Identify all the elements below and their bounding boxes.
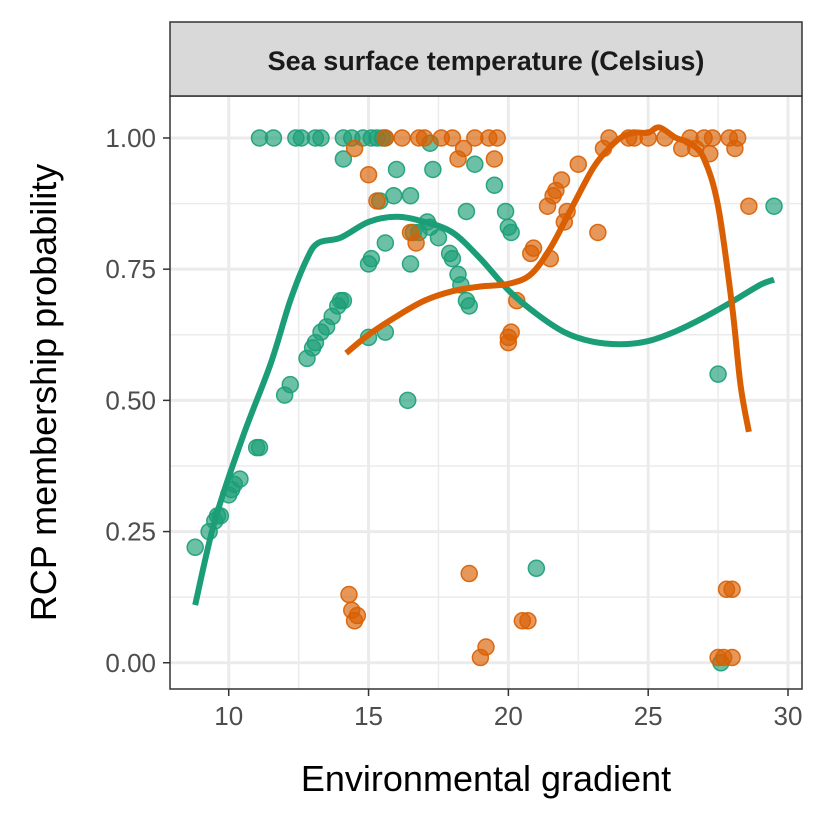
y-tick-label: 0.00: [105, 648, 156, 678]
data-point: [477, 638, 495, 656]
x-tick-label: 20: [494, 701, 523, 731]
data-point: [362, 249, 381, 268]
data-point: [723, 648, 741, 667]
data-point: [527, 559, 546, 578]
data-point: [569, 155, 588, 173]
data-point: [589, 223, 607, 242]
data-point: [398, 391, 417, 410]
data-point: [407, 234, 425, 252]
data-point: [457, 202, 476, 221]
data-point: [368, 192, 386, 210]
data-point: [264, 129, 283, 147]
data-point: [384, 186, 403, 205]
data-point: [401, 255, 420, 273]
series-1-points: [186, 129, 783, 672]
data-point: [348, 606, 367, 625]
data-point: [485, 176, 504, 194]
facet-strip: [169, 21, 803, 97]
data-point: [376, 129, 395, 147]
data-point: [740, 197, 758, 215]
data-point: [334, 291, 353, 310]
y-tick-label: 0.25: [105, 517, 156, 547]
data-point: [485, 150, 504, 168]
data-point: [454, 139, 473, 158]
data-point: [460, 564, 478, 583]
data-point: [387, 160, 406, 179]
data-point: [186, 538, 204, 557]
facet-title: Sea surface temperature (Celsius): [268, 46, 705, 76]
data-point: [709, 365, 727, 383]
data-point: [312, 129, 330, 147]
data-point: [765, 197, 783, 215]
data-point: [460, 297, 478, 315]
data-point: [415, 129, 434, 147]
data-point: [488, 129, 506, 147]
x-tick-label: 15: [354, 701, 383, 731]
x-axis-title: Environmental gradient: [301, 758, 671, 799]
data-point: [376, 234, 395, 252]
data-point: [334, 150, 353, 168]
data-point: [728, 129, 747, 147]
data-point: [393, 129, 411, 147]
y-tick-label: 0.75: [105, 254, 156, 284]
x-tick-label: 30: [774, 701, 803, 731]
data-point: [443, 249, 462, 268]
data-point: [345, 139, 364, 158]
series-2-points: [340, 129, 758, 667]
data-point: [703, 129, 722, 147]
y-tick-label: 0.50: [105, 385, 156, 415]
data-point: [502, 323, 520, 341]
data-point: [424, 160, 442, 179]
data-point: [340, 585, 358, 604]
data-point: [519, 612, 537, 630]
data-point: [552, 171, 571, 189]
data-point: [281, 375, 299, 394]
y-axis-title: RCP membership probability: [23, 164, 64, 622]
series-1-smooth-line: [192, 213, 776, 606]
series-2-smooth-line: [344, 124, 752, 433]
data-point: [496, 202, 515, 221]
data-point: [524, 239, 543, 257]
data-layer: [186, 124, 783, 672]
data-point: [429, 228, 448, 247]
data-point: [466, 155, 484, 173]
y-tick-label: 1.00: [105, 123, 156, 153]
axes: 10 15 20 25 30 0.00 0.25 0.50 0.75 1.00: [105, 123, 802, 731]
data-point: [250, 438, 269, 457]
x-tick-label: 10: [214, 701, 243, 731]
data-point: [443, 129, 462, 147]
x-tick-label: 25: [634, 701, 663, 731]
data-point: [723, 580, 741, 599]
data-point: [359, 165, 378, 184]
data-point: [502, 223, 520, 242]
data-point: [231, 470, 249, 488]
data-point: [401, 186, 420, 205]
